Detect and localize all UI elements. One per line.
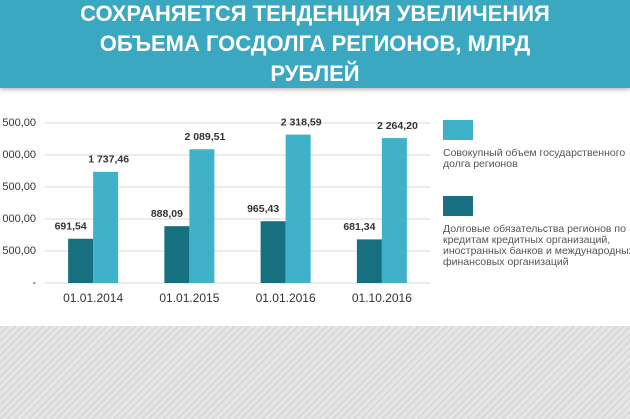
y-tick-label: 500,00: [2, 245, 36, 257]
bar: [356, 239, 382, 283]
bar: [381, 138, 407, 283]
legend-swatch: [443, 120, 473, 140]
bar: [68, 238, 94, 283]
value-label: 2 264,20: [377, 120, 418, 132]
bar: [189, 149, 215, 283]
x-tick-label: 01.01.2015: [159, 291, 219, 305]
y-tick-label: 2 500,00: [0, 117, 36, 129]
x-tick-label: 01.10.2016: [352, 291, 412, 305]
value-label: 965,43: [247, 203, 279, 215]
value-label: 2 318,59: [281, 116, 322, 128]
bar: [164, 226, 190, 283]
background-pattern: [0, 326, 630, 419]
legend-label: Совокупный объем государственного долга …: [443, 147, 626, 170]
legend-label: Долговые обязательства регионов по креди…: [443, 223, 630, 268]
value-label: 691,54: [55, 221, 87, 233]
y-tick-label: 1 500,00: [0, 181, 36, 193]
value-label: 888,09: [151, 208, 183, 220]
value-label: 2 089,51: [184, 131, 225, 143]
x-tick-label: 01.01.2014: [63, 291, 123, 305]
value-label: 1 737,46: [88, 154, 129, 166]
legend-swatch: [443, 196, 473, 216]
y-tick-label: 1 000,00: [0, 213, 36, 225]
value-label: 681,34: [343, 221, 375, 233]
chart-title: СОХРАНЯЕТСЯ ТЕНДЕНЦИЯ УВЕЛИЧЕНИЯ ОБЪЕМА …: [80, 1, 550, 86]
bar: [260, 221, 286, 283]
x-tick-label: 01.01.2016: [256, 291, 316, 305]
y-tick-label: -: [32, 277, 36, 289]
y-tick-label: 2 000,00: [0, 149, 36, 161]
bar: [93, 171, 119, 283]
banner: СОХРАНЯЕТСЯ ТЕНДЕНЦИЯ УВЕЛИЧЕНИЯ ОБЪЕМА …: [0, 0, 630, 88]
bar: [285, 134, 311, 283]
